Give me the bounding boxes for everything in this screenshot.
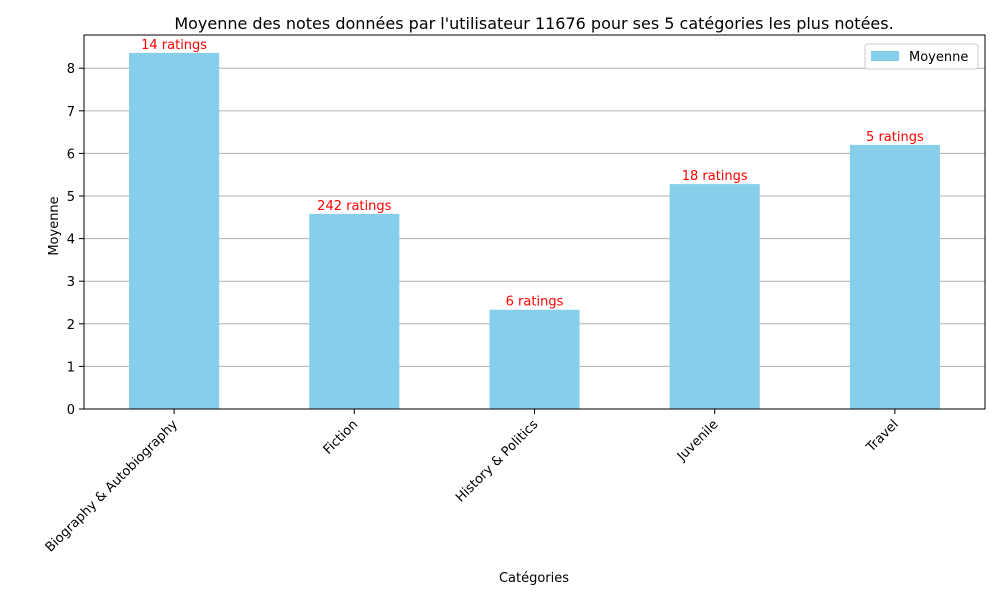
bar [309, 213, 400, 409]
x-tick-label: Juvenile [674, 417, 722, 465]
y-tick-label: 7 [67, 105, 75, 120]
y-tick-label: 8 [67, 62, 75, 77]
x-axis-ticks: Biography & Autobiography Fiction History … [43, 409, 902, 555]
chart-title: Moyenne des notes données par l'utilisat… [174, 14, 893, 33]
y-tick-label: 2 [67, 318, 75, 333]
x-axis-label: Catégories [499, 571, 569, 586]
y-axis-label: Moyenne [47, 196, 62, 255]
legend-swatch [871, 51, 899, 61]
x-tick-label: Fiction [321, 417, 361, 457]
y-tick-label: 4 [67, 233, 75, 248]
y-axis-ticks: 0 1 2 3 4 5 6 7 8 [67, 62, 84, 418]
bar-data-label: 6 ratings [506, 295, 564, 310]
grid-lines [84, 67, 985, 367]
y-tick-label: 0 [67, 403, 75, 418]
legend-frame [864, 43, 979, 70]
legend: Moyenne [864, 43, 979, 70]
bar-data-label: 242 ratings [317, 199, 391, 214]
x-tick-label: Travel [863, 417, 902, 456]
y-tick-label: 5 [67, 190, 75, 205]
legend-label: Moyenne [909, 50, 968, 65]
bar-data-label: 14 ratings [141, 38, 207, 53]
y-tick-label: 6 [67, 147, 75, 162]
bar [849, 144, 940, 409]
x-tick-label: Biography & Autobiography [43, 417, 181, 555]
bars [129, 52, 940, 410]
data-labels: 14 ratings 242 ratings 6 ratings 18 ratings… [141, 38, 924, 310]
x-tick-label: History & Politics [453, 417, 541, 505]
bar [669, 184, 760, 409]
bar-data-label: 18 ratings [682, 169, 748, 184]
y-tick-label: 1 [67, 360, 75, 375]
bar-data-label: 5 ratings [866, 130, 924, 145]
bar [129, 52, 220, 410]
bar [489, 309, 580, 409]
y-tick-label: 3 [67, 275, 75, 290]
